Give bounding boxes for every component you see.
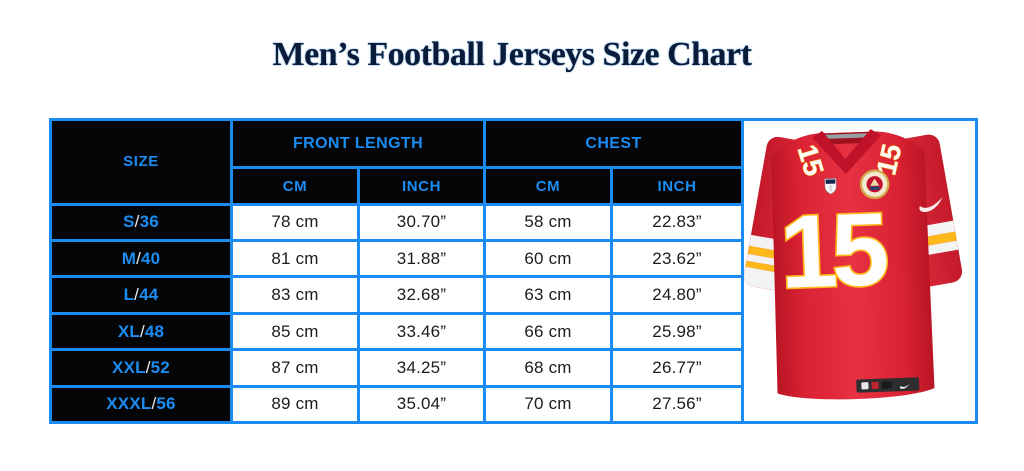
front-length-cm-cell: 81 cm (230, 239, 360, 279)
table-row: XXL/52 87 cm 34.25” 68 cm 26.77” (49, 348, 977, 388)
jersey-collar-v (812, 129, 882, 175)
column-header-front-length: FRONT LENGTH (230, 117, 486, 170)
front-length-cm-cell: 87 cm (230, 348, 360, 388)
jock-tag (856, 377, 920, 393)
front-length-inch-cell: 33.46” (357, 311, 486, 352)
table-row: M/40 81 cm 31.88” 60 cm 23.62” (49, 239, 977, 279)
front-length-cm-cell: 85 cm (230, 311, 360, 352)
chest-cm-cell: 60 cm (483, 239, 613, 279)
subheader-chest-cm: CM (483, 166, 613, 206)
table-row: XXXL/56 89 cm 35.04” 70 cm 27.56” (49, 384, 977, 424)
size-cell: XXL/52 (49, 348, 233, 388)
subheader-front-cm: CM (230, 166, 360, 206)
chest-cm-cell: 63 cm (483, 275, 613, 315)
front-length-cm-cell: 83 cm (230, 275, 360, 315)
size-cell: XL/48 (49, 311, 233, 352)
chest-cm-cell: 58 cm (483, 202, 613, 243)
chest-cm-cell: 66 cm (483, 311, 613, 352)
chest-inch-cell: 22.83” (609, 202, 745, 243)
chest-number: 15 (778, 190, 888, 310)
size-cell: XXXL/56 (49, 384, 233, 424)
front-length-cm-cell: 78 cm (230, 202, 360, 243)
size-cell: S/36 (49, 202, 233, 243)
chest-cm-cell: 68 cm (483, 348, 613, 388)
jersey-photo: 15 15 (741, 118, 979, 424)
size-cell: M/40 (49, 239, 233, 279)
chest-inch-cell: 24.80” (609, 275, 745, 315)
table-row: S/36 78 cm 30.70” 58 cm 22.83” (49, 202, 977, 243)
jersey-collar-stripe (823, 133, 870, 139)
size-chart-table: SIZE FRONT LENGTH CHEST (49, 117, 979, 424)
chest-inch-cell: 27.56” (609, 384, 745, 424)
chest-inch-cell: 25.98” (609, 311, 745, 352)
table-row: XL/48 85 cm 33.46” 66 cm 25.98” (49, 311, 977, 352)
jersey-body (771, 131, 935, 400)
header-row-units: CM INCH CM INCH (51, 166, 977, 206)
chest-cm-cell: 70 cm (483, 384, 613, 424)
front-length-inch-cell: 34.25” (357, 348, 486, 388)
front-length-cm-cell: 89 cm (230, 384, 360, 424)
column-header-size: SIZE (49, 118, 233, 206)
page-title: Men’s Football Jerseys Size Chart (272, 36, 752, 73)
nfl-shield-icon (824, 178, 837, 195)
size-cell: L/44 (49, 275, 233, 315)
table-row: L/44 83 cm 32.68” 63 cm 24.80” (49, 275, 977, 315)
column-header-chest: CHEST (482, 117, 745, 170)
front-length-inch-cell: 35.04” (357, 384, 486, 424)
jersey-image: 15 15 (744, 129, 963, 400)
front-length-inch-cell: 31.88” (357, 239, 486, 279)
header-row-groups: SIZE FRONT LENGTH CHEST (49, 117, 979, 424)
subheader-front-inch: INCH (357, 166, 486, 206)
front-length-inch-cell: 30.70” (357, 202, 486, 243)
super-bowl-patch-icon (859, 169, 890, 200)
chest-inch-cell: 23.62” (609, 239, 745, 279)
chest-inch-cell: 26.77” (609, 348, 745, 388)
front-length-inch-cell: 32.68” (357, 275, 486, 315)
nike-swoosh-icon (919, 197, 943, 213)
subheader-chest-inch: INCH (609, 166, 745, 206)
